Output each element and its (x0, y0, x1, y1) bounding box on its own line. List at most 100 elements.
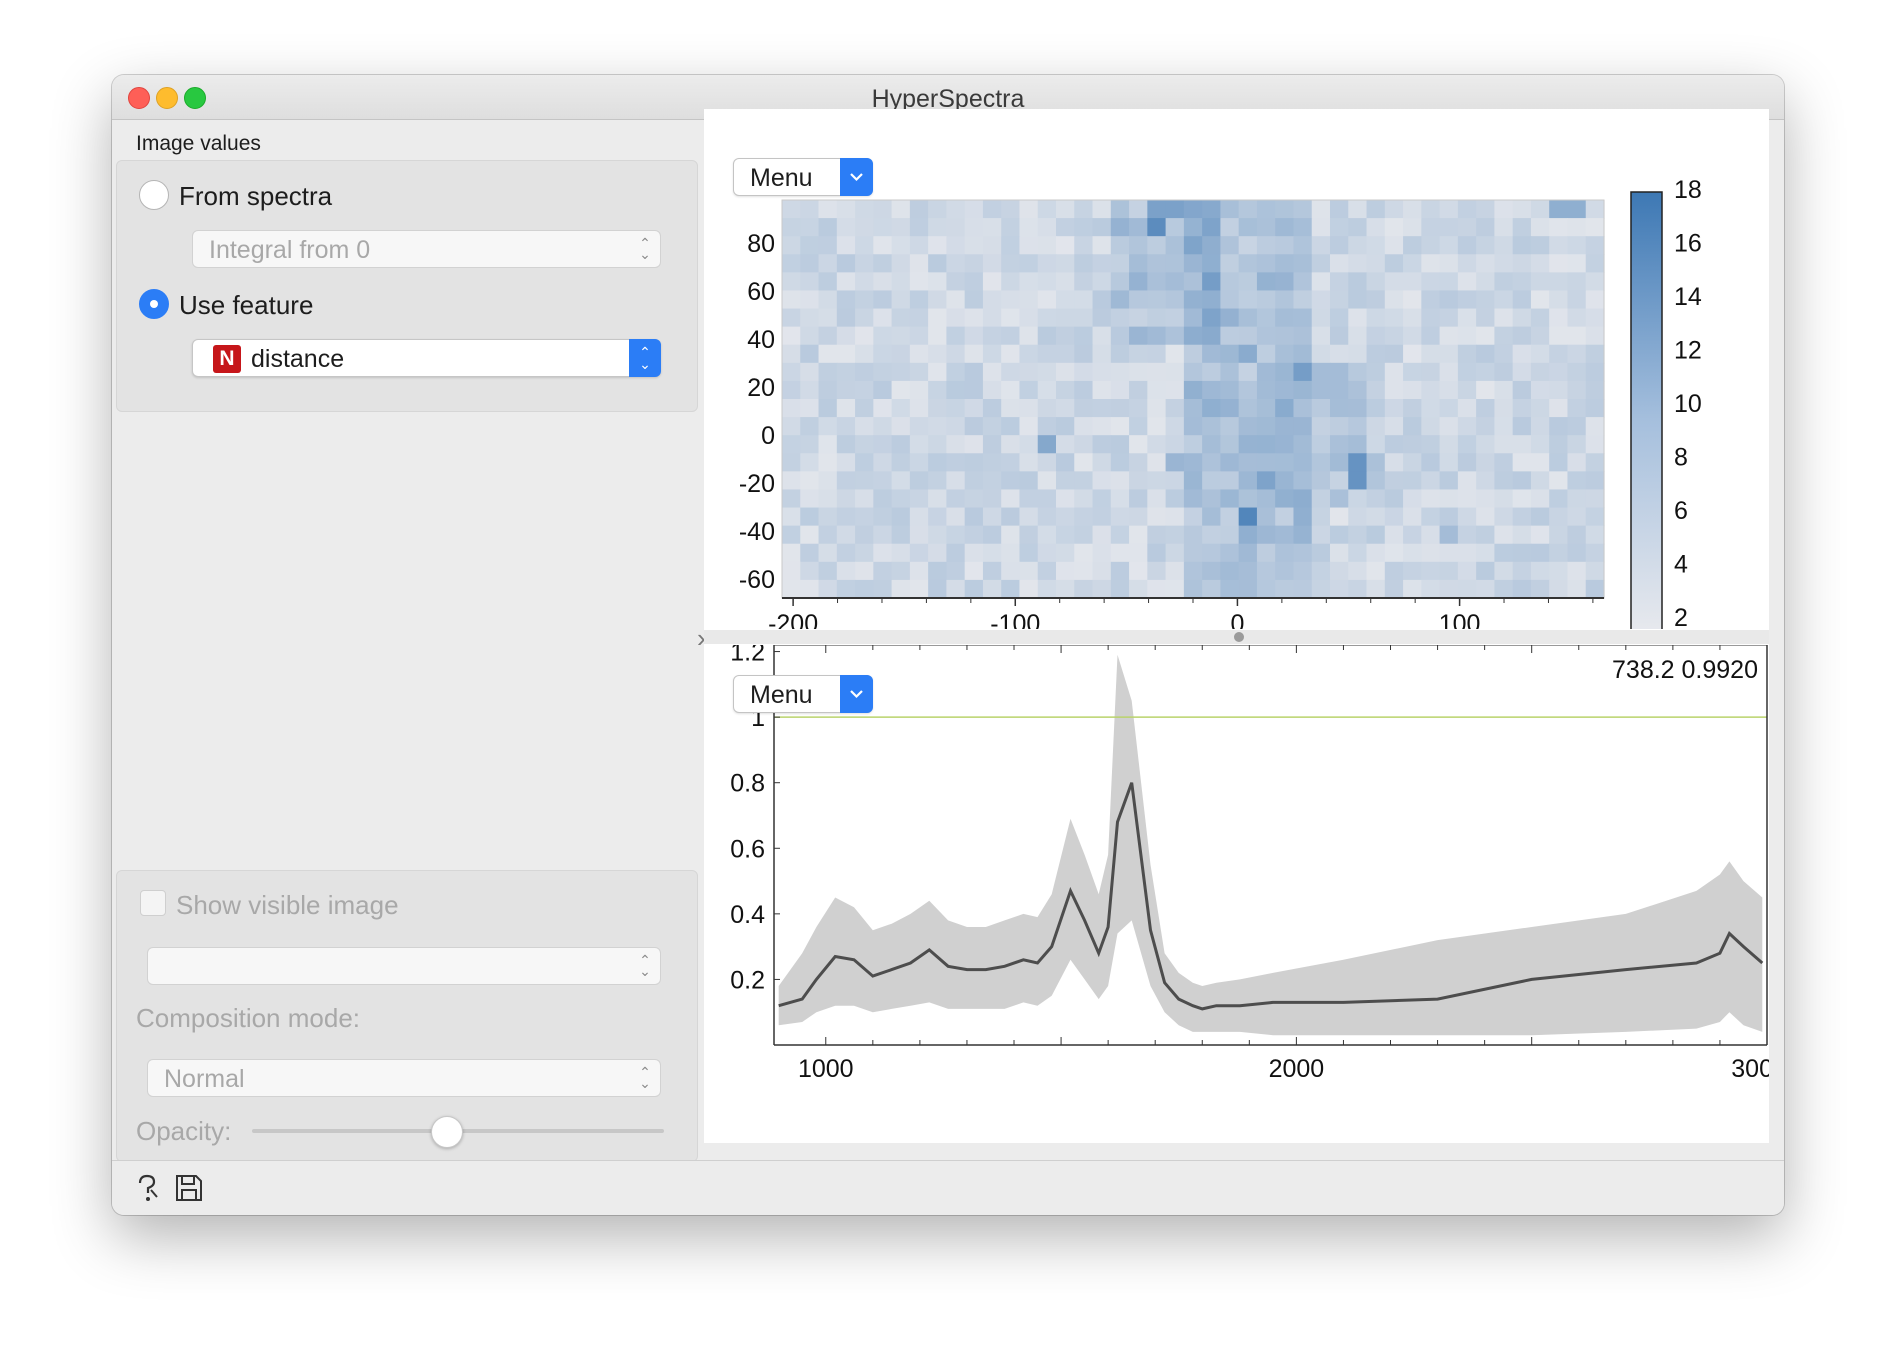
composition-mode-combo[interactable]: Normal ⌃ ⌄ (147, 1059, 661, 1097)
heatmap-cell (1512, 579, 1532, 599)
heatmap-cell (1403, 218, 1422, 237)
heatmap-cell (1074, 507, 1094, 527)
heatmap-cell (1549, 272, 1569, 292)
heatmap-cell (909, 290, 929, 310)
heatmap-cell (909, 362, 929, 382)
heatmap-cell (891, 254, 911, 273)
heatmap-cell (909, 218, 929, 237)
heatmap-cell (964, 399, 984, 418)
heatmap-cell (1147, 525, 1167, 545)
heatmap-cell (1530, 417, 1550, 436)
heatmap-cell (1439, 435, 1459, 454)
heatmap-cell (836, 543, 856, 563)
heatmap-cell (1384, 489, 1404, 509)
heatmap-cell (855, 362, 874, 382)
collapse-panel-chevron-icon[interactable]: › (697, 623, 706, 653)
heatmap-cell (1092, 308, 1112, 328)
feature-combo[interactable]: N distance ⌃ ⌄ (192, 339, 661, 377)
heatmap-cell (1366, 308, 1386, 328)
visible-image-combo[interactable]: ⌃ ⌄ (147, 947, 661, 985)
heatmap-cell (1476, 471, 1495, 491)
heatmap-cell (1056, 489, 1075, 509)
image-y-tick-label: -20 (739, 470, 775, 498)
heatmap-cell (1348, 254, 1368, 273)
heatmap-cell (982, 453, 1002, 472)
close-window-button[interactable] (128, 87, 150, 109)
heatmap-cell (818, 344, 838, 364)
heatmap-cell (1001, 362, 1021, 382)
heatmap-cell (1220, 254, 1240, 273)
heatmap-cell (1037, 543, 1057, 563)
show-visible-image-label[interactable]: Show visible image (176, 890, 399, 920)
heatmap-cell (1311, 254, 1331, 273)
use-feature-label[interactable]: Use feature (179, 290, 314, 320)
splitter-handle[interactable] (1234, 632, 1244, 642)
heatmap-cell (946, 561, 966, 581)
heatmap-cell (1403, 579, 1422, 599)
help-icon[interactable] (132, 1173, 162, 1203)
heatmap-cell (1183, 561, 1203, 581)
heatmap-cell (1092, 561, 1112, 581)
heatmap-cell (1275, 561, 1295, 581)
heatmap-cell (1293, 579, 1313, 599)
minimize-window-button[interactable] (156, 87, 178, 109)
heatmap-cell (1311, 561, 1331, 581)
heatmap-cell (1183, 308, 1203, 328)
heatmap-cell (1585, 290, 1605, 310)
colorbar-tick-label: 18 (1674, 176, 1702, 204)
heatmap-cell (1129, 543, 1148, 563)
heatmap-cell (818, 543, 838, 563)
heatmap-cell (1457, 489, 1477, 509)
heatmap-cell (1238, 290, 1258, 310)
heatmap-cell (800, 453, 820, 472)
heatmap-cell (1019, 417, 1039, 436)
use-feature-radio[interactable] (139, 289, 169, 319)
heatmap-cell (1110, 399, 1130, 418)
heatmap-cell (1330, 326, 1349, 346)
heatmap-cell (1220, 290, 1240, 310)
image-plot[interactable]: -200 -100 0 100 80 60 40 20 0 -20 -40 -60 18 16 14 12… (704, 109, 1769, 629)
heatmap-cell (1457, 453, 1477, 472)
heatmap-cell (1439, 254, 1459, 273)
heatmap-cell (1037, 290, 1057, 310)
spectra-menu-button[interactable]: Menu (733, 675, 873, 713)
heatmap-cell (1183, 489, 1203, 509)
heatmap-cell (1275, 290, 1295, 310)
heatmap-cell (1549, 453, 1569, 472)
heatmap-cell (1147, 200, 1167, 219)
heatmap-cell (909, 435, 929, 454)
std-band (778, 654, 1763, 1036)
heatmap-cell (1293, 435, 1313, 454)
heatmap-cell (1129, 435, 1148, 454)
heatmap-cell (1019, 471, 1039, 491)
from-spectra-radio[interactable] (139, 180, 169, 210)
heatmap-cell (1366, 344, 1386, 364)
heatmap-cell (1549, 236, 1569, 255)
heatmap-cell (1037, 417, 1057, 436)
save-icon[interactable] (174, 1173, 204, 1203)
spectra-y-tick-label: 0.8 (730, 770, 765, 798)
heatmap-cell (855, 344, 874, 364)
integral-method-combo[interactable]: Integral from 0 ⌃ ⌄ (192, 230, 661, 268)
heatmap-cell (1348, 326, 1368, 346)
from-spectra-label[interactable]: From spectra (179, 181, 333, 211)
heatmap-cell (1567, 200, 1587, 219)
heatmap-cell (946, 272, 966, 292)
show-visible-image-checkbox[interactable] (140, 890, 166, 916)
heatmap-cell (1238, 272, 1258, 292)
image-menu-button[interactable]: Menu (733, 158, 873, 196)
heatmap-cell (1275, 453, 1295, 472)
heatmap-cell (891, 200, 911, 219)
opacity-slider-handle[interactable] (430, 1116, 463, 1148)
heatmap-cell (946, 399, 966, 418)
heatmap-cell (1092, 290, 1112, 310)
heatmap-cell (964, 561, 984, 581)
heatmap-cell (946, 290, 966, 310)
zoom-window-button[interactable] (184, 87, 206, 109)
heatmap-cell (1421, 471, 1441, 491)
heatmap-cell (891, 344, 911, 364)
heatmap-cell (891, 380, 911, 400)
heatmap-cell (1384, 326, 1404, 346)
heatmap-cell (1001, 200, 1021, 219)
spectra-plot[interactable]: 1000 2000 300 1.210.80.60.40.2 738.2 0.992… (704, 645, 1769, 1145)
